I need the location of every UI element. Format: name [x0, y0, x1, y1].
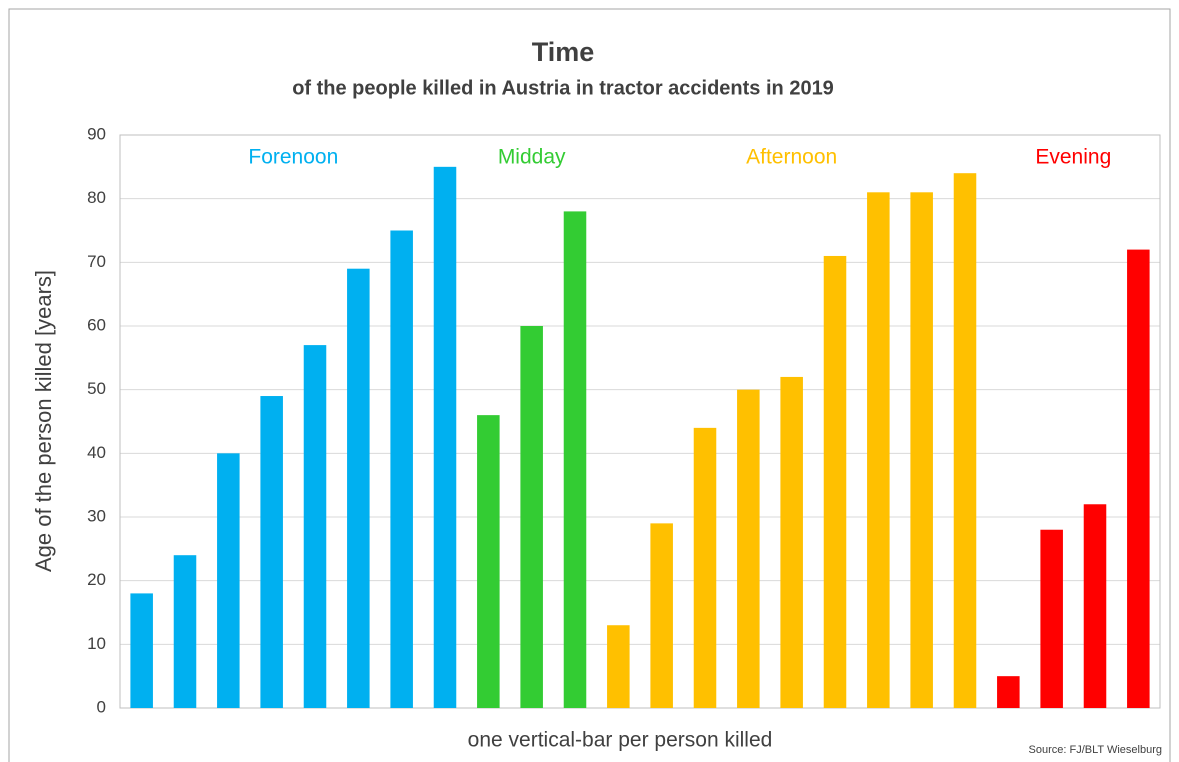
bar	[520, 326, 543, 708]
bar	[433, 166, 457, 709]
group-label: Evening	[1035, 146, 1111, 169]
bar	[303, 345, 327, 708]
bar	[1083, 504, 1107, 708]
bar	[780, 376, 803, 708]
source: Source: FJ/BLT Wieselburg	[1029, 744, 1162, 756]
plot-area	[119, 134, 1161, 709]
bar	[650, 523, 673, 708]
y-tick-label: 20	[87, 570, 106, 589]
chart-subtitle: of the people killed in Austria in tract…	[292, 77, 834, 99]
y-tick-label: 40	[87, 443, 106, 462]
y-tick-label: 60	[87, 315, 106, 334]
y-tick-label: 10	[87, 634, 106, 653]
bar	[390, 230, 413, 708]
group-label: Forenoon	[248, 146, 338, 169]
bar	[563, 211, 587, 708]
y-tick-label: 80	[87, 188, 106, 207]
bar	[953, 173, 977, 708]
bar	[867, 192, 890, 709]
group-label: Midday	[498, 146, 566, 169]
y-tick-label: 50	[87, 379, 106, 398]
bar	[910, 192, 933, 709]
chart-title: Time	[532, 37, 595, 67]
y-tick-label: 30	[87, 506, 106, 525]
frame	[8, 8, 1171, 762]
bar	[1127, 249, 1150, 708]
bar	[737, 389, 760, 708]
bar	[477, 415, 500, 708]
y-tick-label: 70	[87, 252, 106, 271]
bar	[217, 453, 240, 708]
bar	[1040, 529, 1063, 708]
group-label: Afternoon	[746, 146, 837, 169]
y-tick-label: 0	[97, 697, 106, 716]
bar	[607, 625, 630, 708]
bar	[260, 396, 283, 708]
bar	[173, 555, 197, 708]
x-axis-label: one vertical-bar per person killed	[468, 729, 773, 752]
bar	[130, 593, 153, 708]
bar	[997, 676, 1020, 708]
y-tick-label: 90	[87, 124, 106, 143]
bar	[693, 427, 717, 708]
bar	[823, 255, 847, 708]
bar	[347, 268, 370, 708]
y-axis-label: Age of the person killed [years]	[31, 270, 56, 572]
